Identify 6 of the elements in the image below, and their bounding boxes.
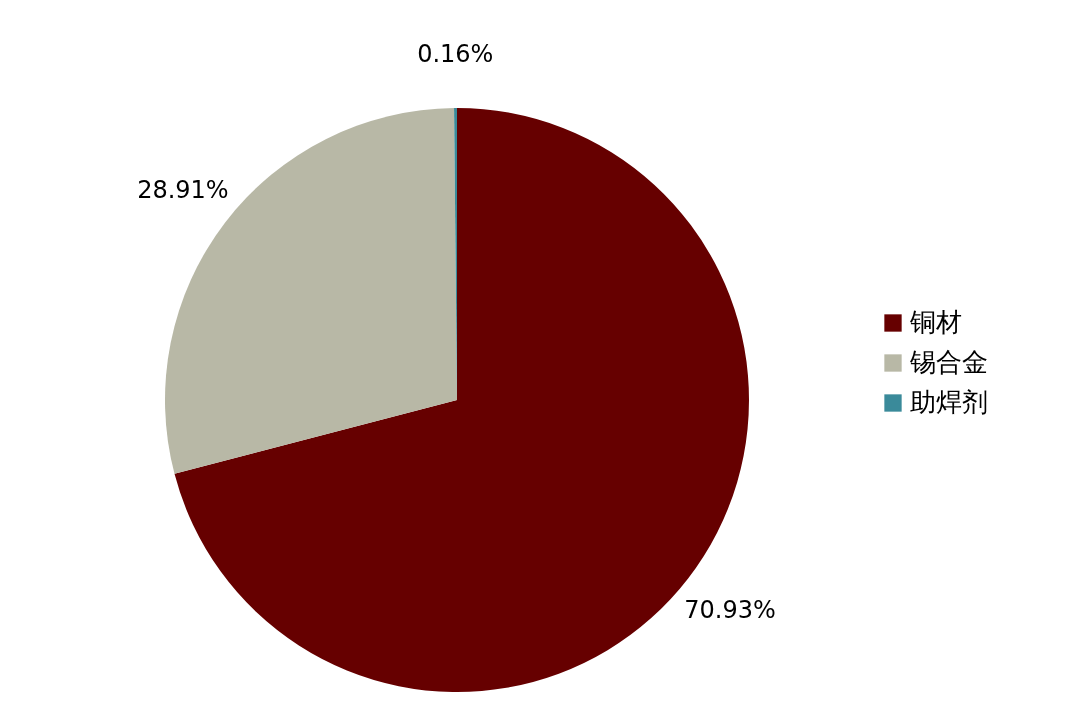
data-label: 0.16%: [417, 40, 494, 68]
data-label: 28.91%: [137, 175, 229, 204]
legend-label: 助焊剂: [910, 387, 988, 417]
legend-label: 锡合金: [909, 347, 988, 377]
data-label: 70.93%: [684, 595, 776, 624]
legend-label: 铜材: [909, 307, 962, 337]
